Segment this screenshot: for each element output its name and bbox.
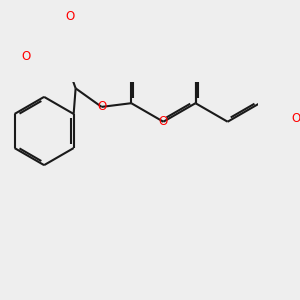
- Text: O: O: [65, 11, 75, 23]
- Text: O: O: [159, 115, 168, 128]
- Text: O: O: [97, 100, 106, 113]
- Text: O: O: [22, 50, 31, 63]
- Text: O: O: [291, 112, 300, 125]
